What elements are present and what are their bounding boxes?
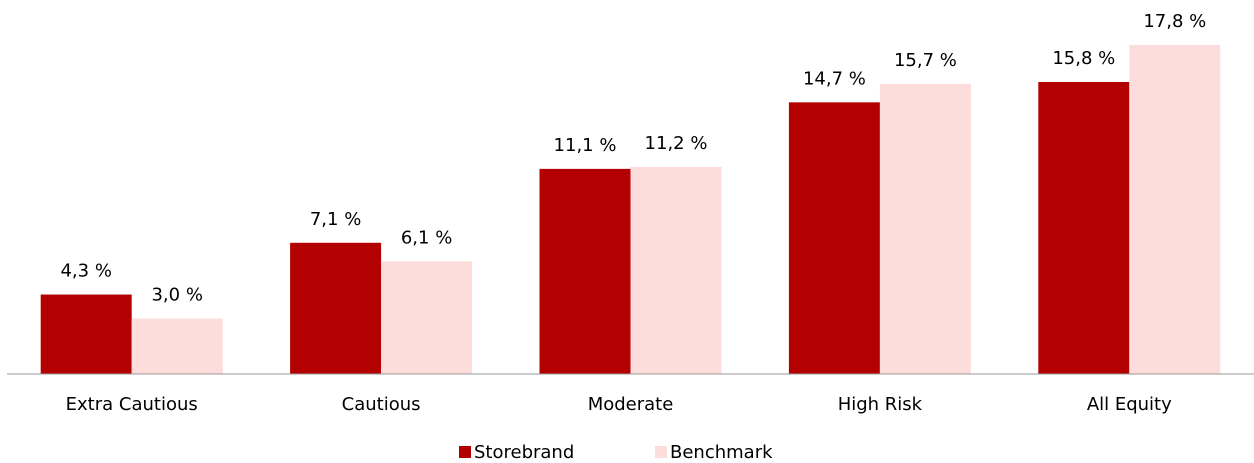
value-label: 17,8 % — [1143, 11, 1206, 32]
value-label: 11,2 % — [645, 133, 708, 154]
legend-label: Storebrand — [474, 442, 574, 463]
bar — [788, 102, 880, 375]
x-tick-label: High Risk — [838, 394, 923, 415]
x-tick-label: Moderate — [588, 394, 674, 415]
value-label: 11,1 % — [554, 135, 617, 156]
legend-swatch — [459, 446, 471, 458]
bar — [40, 294, 132, 374]
bar — [539, 168, 631, 374]
bar — [1129, 45, 1221, 374]
bar — [879, 83, 971, 374]
value-label: 14,7 % — [803, 68, 866, 89]
value-label: 15,8 % — [1052, 48, 1115, 69]
bar — [290, 242, 382, 374]
value-label: 15,7 % — [894, 50, 957, 71]
x-tick-label: All Equity — [1087, 394, 1172, 415]
value-label: 7,1 % — [310, 209, 361, 230]
legend-swatch — [655, 446, 667, 458]
x-tick-label: Cautious — [342, 394, 421, 415]
legend-label: Benchmark — [670, 442, 773, 463]
bar — [131, 318, 223, 374]
value-label: 3,0 % — [151, 285, 202, 306]
value-label: 6,1 % — [401, 227, 452, 248]
bar — [1038, 82, 1130, 375]
value-label: 4,3 % — [60, 261, 111, 282]
bar — [630, 167, 722, 374]
x-tick-label: Extra Cautious — [66, 394, 198, 415]
bar — [381, 261, 473, 374]
